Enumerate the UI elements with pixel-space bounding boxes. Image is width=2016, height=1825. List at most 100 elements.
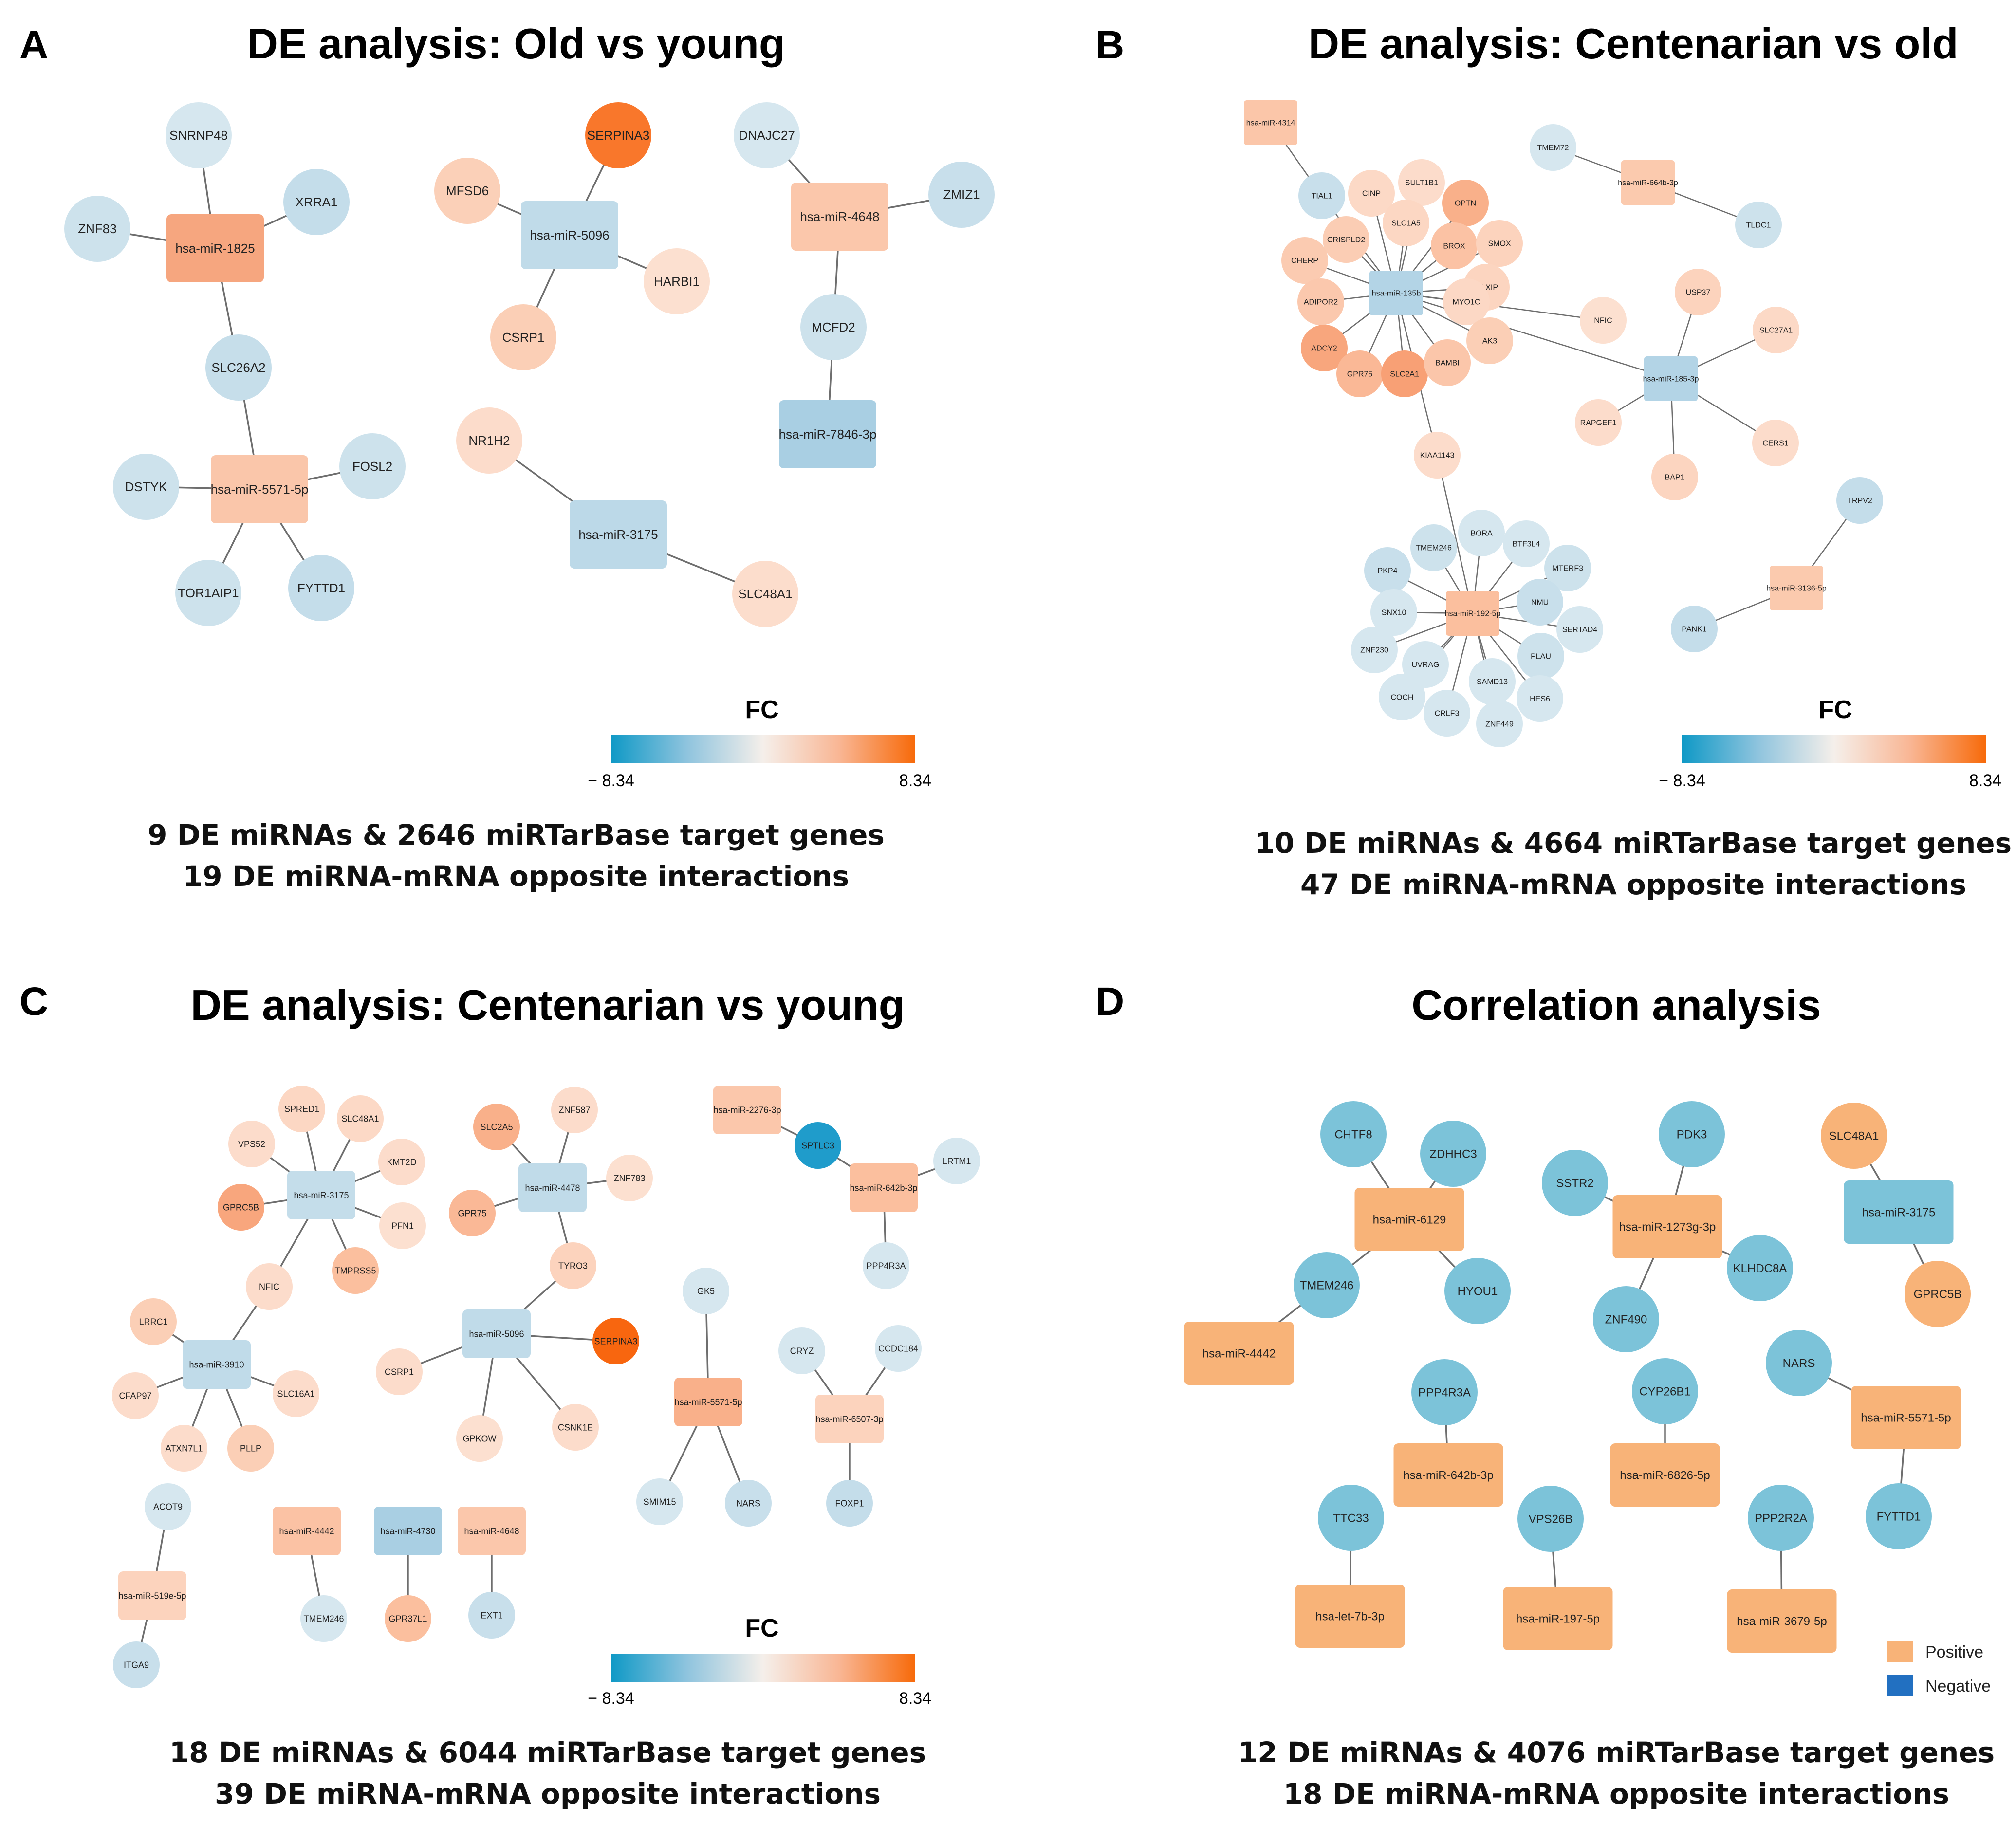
mirna-node-shape	[1295, 1585, 1405, 1648]
node-label: SULT1B1	[1405, 179, 1438, 187]
gene-node-shape	[1542, 1150, 1608, 1216]
node-label: hsa-miR-5571-5p	[674, 1397, 742, 1407]
gene-node-shape	[1364, 547, 1411, 594]
gene-node-hyou1: HYOU1	[1444, 1258, 1511, 1324]
node-label: hsa-miR-4314	[1246, 119, 1295, 128]
gene-node-shape	[1323, 216, 1369, 263]
mirna-node-m135b: hsa-miR-135b	[1369, 271, 1423, 315]
gene-node-slc48a1: SLC48A1	[337, 1095, 384, 1142]
gene-node-shape	[1444, 1258, 1511, 1324]
gene-node-tyro3: TYRO3	[550, 1242, 596, 1289]
node-label: DSTYK	[125, 479, 167, 494]
node-label: hsa-miR-1273g-3p	[1619, 1220, 1716, 1234]
node-label: DNAJC27	[739, 128, 795, 143]
gene-node-shape	[1320, 1101, 1387, 1167]
gene-node-nars: NARS	[1766, 1330, 1832, 1396]
colorbar-min-label: − 8.34	[588, 1689, 634, 1708]
gene-node-mcfd2: MCFD2	[800, 294, 867, 360]
node-label: ADIPOR2	[1304, 298, 1338, 307]
node-label: FOXP1	[835, 1498, 864, 1508]
gene-node-cfap97: CFAP97	[112, 1372, 159, 1419]
network-graph: CHTF8 ZDHHC3 hsa-miR-6129 TMEM246 HYOU1 hsa-m…	[1184, 1101, 1971, 1653]
fc-colorbar: FC − 8.34 8.34	[588, 1614, 931, 1708]
panel-title: Correlation analysis	[1411, 981, 1821, 1029]
gene-node-shape	[205, 334, 272, 401]
node-label: NFIC	[259, 1282, 279, 1291]
gene-node-rapgef1: RAPGEF1	[1575, 399, 1622, 446]
node-label: FOSL2	[352, 459, 392, 474]
gene-node-slc2a5: SLC2A5	[473, 1104, 520, 1150]
mirna-node-shape	[815, 1395, 884, 1443]
gene-node-znf490: ZNF490	[1593, 1286, 1659, 1352]
gene-node-shape	[734, 102, 800, 168]
gene-node-pank1: PANK1	[1671, 606, 1718, 652]
gene-node-shape	[376, 1348, 423, 1395]
gene-node-dnajc27: DNAJC27	[734, 102, 800, 168]
gene-node-vps52: VPS52	[228, 1121, 275, 1167]
gene-node-shape	[468, 1592, 515, 1639]
colorbar-title: FC	[1818, 696, 1852, 724]
summary-line-2: 47 DE miRNA-mRNA opposite interactions	[1300, 868, 1966, 901]
colorbar-gradient	[611, 735, 915, 763]
legend-swatch-positive	[1887, 1641, 1913, 1662]
gene-node-shape	[1318, 1485, 1384, 1551]
node-label: hsa-miR-3175	[294, 1190, 349, 1200]
mirna-node-m6507: hsa-miR-6507-3p	[815, 1395, 884, 1443]
gene-node-shape	[928, 162, 995, 228]
gene-node-shape	[725, 1480, 772, 1527]
gene-node-slc16a1: SLC16A1	[273, 1370, 319, 1417]
gene-node-shape	[332, 1247, 379, 1294]
gene-node-shape	[1659, 1101, 1725, 1167]
network-edge	[1396, 292, 1671, 380]
gene-node-snrnp48: SNRNP48	[166, 102, 232, 168]
panel-letter: D	[1095, 979, 1124, 1024]
gene-node-shape	[145, 1483, 191, 1530]
gene-node-fosl2: FOSL2	[339, 433, 406, 499]
gene-node-shape	[161, 1425, 207, 1472]
gene-node-vps26b: VPS26B	[1517, 1486, 1584, 1552]
gene-node-myo1c: MYO1C	[1443, 278, 1490, 325]
gene-node-shape	[1442, 180, 1489, 226]
node-label: hsa-miR-1825	[175, 241, 255, 256]
gene-node-shape	[1752, 420, 1799, 466]
mirna-node-m4442: hsa-miR-4442	[273, 1507, 341, 1555]
gene-node-chtf8: CHTF8	[1320, 1101, 1387, 1167]
panel-b: B DE analysis: Centenarian vs old hsa-mi…	[1095, 19, 2012, 901]
mirna-node-m3175: hsa-miR-3175	[287, 1171, 355, 1219]
gene-node-shape	[1748, 1485, 1814, 1551]
mirna-node-shape	[1184, 1322, 1294, 1385]
gene-node-gpr37l1: GPR37L1	[385, 1595, 431, 1642]
mirna-node-m4648: hsa-miR-4648	[458, 1507, 526, 1555]
gene-node-shape	[1517, 1486, 1584, 1552]
gene-node-znf587: ZNF587	[551, 1087, 598, 1133]
gene-node-ccdc184: CCDC184	[875, 1325, 922, 1372]
mirna-node-shape	[462, 1309, 531, 1358]
gene-node-fyttd1: FYTTD1	[288, 555, 354, 621]
node-label: PPP4R3A	[866, 1261, 906, 1271]
gene-node-gpkow: GPKOW	[456, 1415, 503, 1462]
gene-node-lrrc1: LRRC1	[130, 1298, 177, 1345]
colorbar-max-label: 8.34	[899, 1689, 931, 1708]
gene-node-shape	[337, 1095, 384, 1142]
node-label: hsa-miR-5571-5p	[1861, 1411, 1951, 1424]
node-label: ZNF230	[1360, 646, 1388, 655]
node-label: PLAU	[1531, 653, 1551, 661]
summary-line-1: 9 DE miRNAs & 2646 miRTarBase target gen…	[148, 818, 885, 851]
node-label: TMEM246	[303, 1614, 344, 1623]
gene-node-gpr75: GPR75	[1336, 350, 1383, 397]
node-label: hsa-miR-135b	[1372, 290, 1421, 298]
node-label: TYRO3	[558, 1261, 588, 1271]
gene-node-shape	[1671, 606, 1718, 652]
gene-node-pfn1: PFN1	[379, 1202, 426, 1249]
mirna-node-shape	[713, 1086, 781, 1134]
panel-title: DE analysis: Centenarian vs young	[190, 981, 905, 1029]
gene-node-shape	[1476, 220, 1523, 267]
mirna-node-m642b: hsa-miR-642b-3p	[850, 1163, 918, 1212]
gene-node-bora: BORA	[1458, 510, 1505, 556]
gene-node-serpina3: SERPINA3	[592, 1318, 639, 1364]
gene-node-shape	[1544, 545, 1591, 591]
gene-node-shape	[288, 555, 354, 621]
node-label: TMEM72	[1537, 144, 1569, 152]
legend-swatch-negative	[1887, 1675, 1913, 1696]
node-label: COCH	[1390, 694, 1413, 702]
